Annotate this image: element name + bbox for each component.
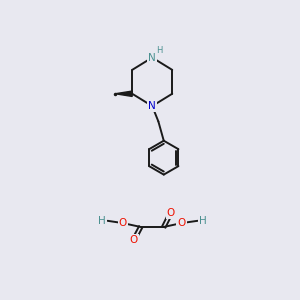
Text: N: N bbox=[148, 52, 156, 63]
Text: N: N bbox=[148, 101, 156, 111]
Text: H: H bbox=[156, 46, 162, 55]
Text: H: H bbox=[98, 216, 106, 226]
Text: O: O bbox=[167, 208, 175, 218]
Text: O: O bbox=[119, 218, 127, 228]
Text: H: H bbox=[199, 216, 207, 226]
Text: O: O bbox=[130, 235, 138, 245]
Text: O: O bbox=[177, 218, 186, 228]
Polygon shape bbox=[115, 91, 132, 96]
